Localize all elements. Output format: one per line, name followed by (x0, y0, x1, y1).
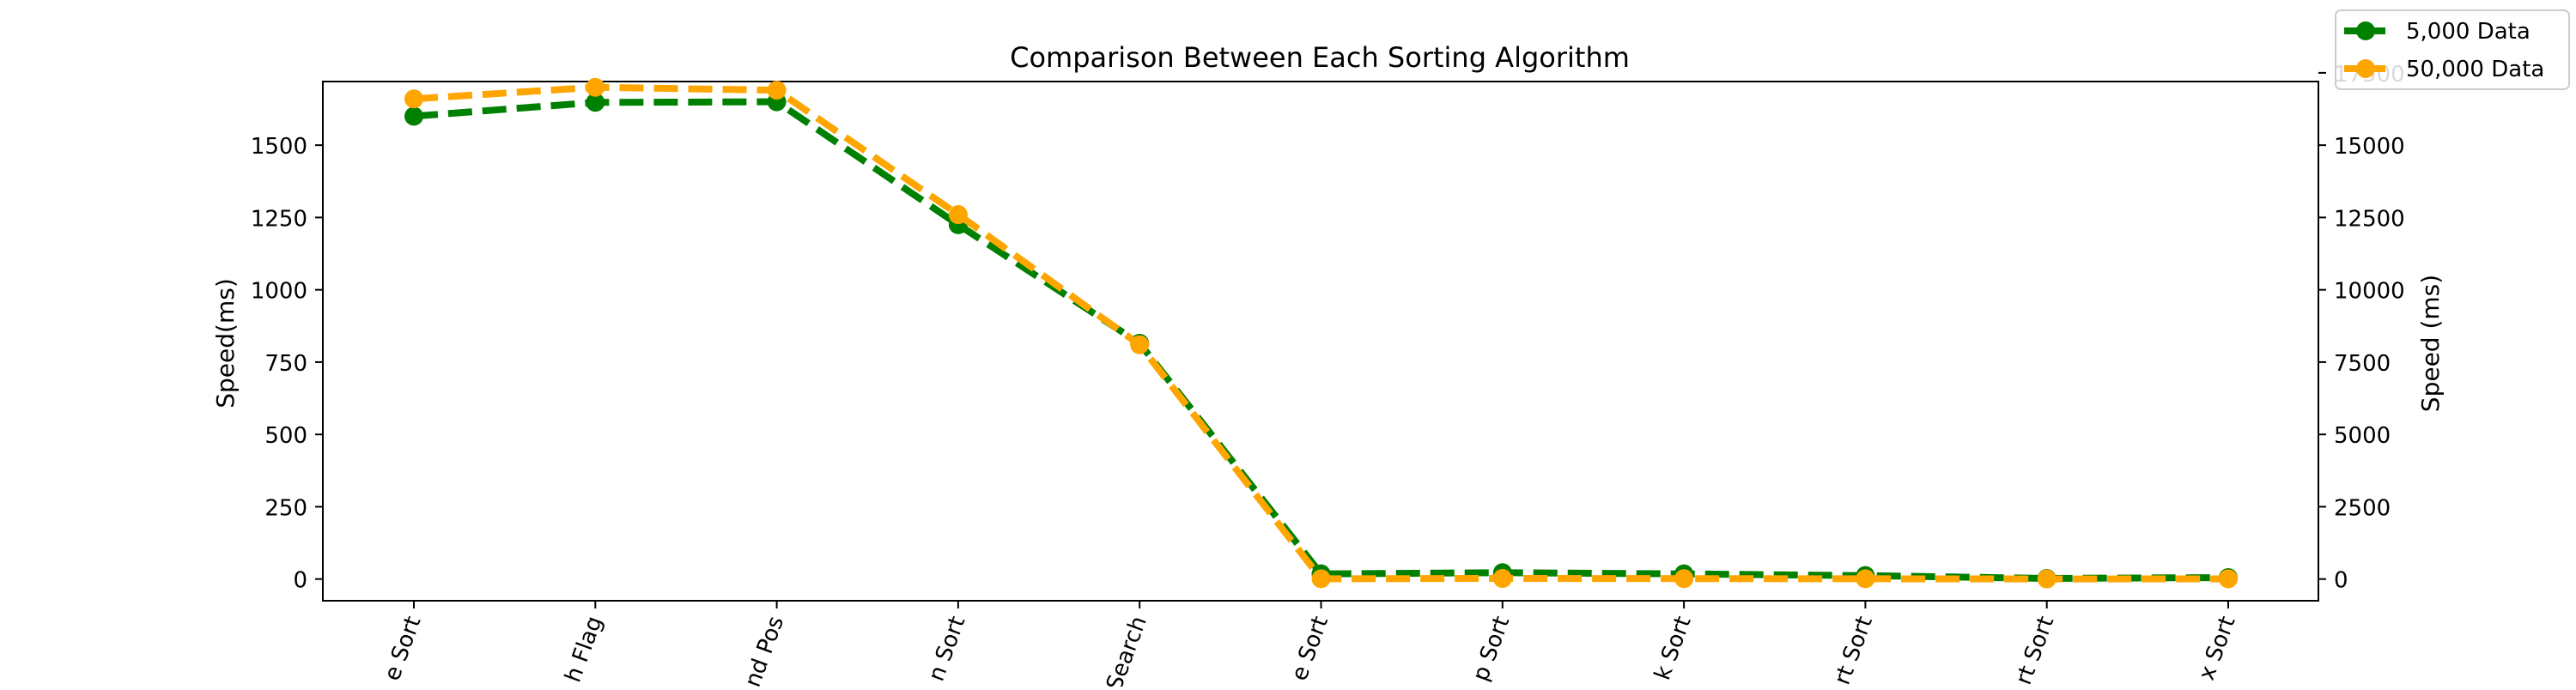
data-point (2037, 569, 2057, 589)
series-0 (404, 92, 2238, 589)
x-tick-label: p Sort (1467, 613, 1515, 685)
left-tick-label: 500 (264, 423, 307, 449)
data-point (1856, 569, 1875, 589)
data-point (2219, 569, 2238, 589)
x-tick-label: e Sort (380, 613, 427, 684)
right-tick-label: 0 (2334, 568, 2348, 594)
data-point (404, 106, 423, 126)
x-tick-label: h Flag (561, 613, 608, 686)
data-point (1311, 569, 1331, 589)
data-point (586, 93, 605, 112)
left-tick-label: 0 (293, 568, 307, 594)
left-axis-label: Speed(ms) (211, 278, 240, 408)
x-tick-label: Search (1102, 613, 1152, 687)
data-point (767, 81, 787, 100)
legend-item: 50,000 Data (2344, 57, 2544, 82)
x-tick-labels: e Sort h Flag nd Pos n Sort Search e Sort p So… (380, 613, 2241, 687)
right-tick-label: 15000 (2334, 134, 2405, 160)
left-tick-label: 1000 (251, 279, 307, 305)
left-tick-label: 1250 (251, 206, 307, 232)
series-layer (404, 77, 2238, 589)
legend-marker (2356, 59, 2375, 78)
x-tick-label: n Sort (924, 613, 971, 685)
right-tick-label: 5000 (2334, 423, 2391, 449)
right-axis-label: Speed (ms) (2416, 275, 2445, 412)
x-tick-label: rt Sort (2011, 613, 2059, 687)
legend: 5,000 Data 50,000 Data (2335, 9, 2570, 90)
data-point (586, 77, 605, 97)
x-tick-label: e Sort (1286, 613, 1334, 684)
legend-marker (2356, 21, 2375, 40)
legend-label: 50,000 Data (2406, 57, 2544, 82)
legend-item: 5,000 Data (2344, 19, 2530, 45)
data-point (948, 205, 968, 225)
left-tick-label: 750 (264, 351, 307, 377)
x-tick-label: nd Pos (740, 613, 789, 687)
legend-box (2335, 9, 2570, 90)
right-tick-label: 7500 (2334, 351, 2391, 377)
data-point (404, 89, 423, 109)
legend-label: 5,000 Data (2406, 19, 2530, 45)
series-1 (404, 77, 2238, 589)
right-tick-label: 10000 (2334, 279, 2405, 305)
data-point (1674, 569, 1694, 589)
left-tick-label: 1500 (251, 134, 307, 160)
left-tick-label: 250 (264, 495, 307, 521)
data-point (1130, 335, 1150, 354)
x-tick-label: x Sort (2194, 613, 2241, 684)
right-tick-label: 12500 (2334, 206, 2405, 232)
x-tick-label: k Sort (1649, 613, 1696, 683)
series-line (413, 98, 2229, 583)
right-tick-label: 2500 (2334, 495, 2391, 521)
series-line (413, 83, 2229, 583)
chart-title: Comparison Between Each Sorting Algorith… (1010, 41, 1630, 74)
data-point (1492, 569, 1512, 589)
plot-frame (322, 81, 2319, 602)
x-tick-label: rt Sort (1830, 613, 1878, 687)
axes: 0250500750100012501500025005000750010000… (251, 62, 2405, 687)
